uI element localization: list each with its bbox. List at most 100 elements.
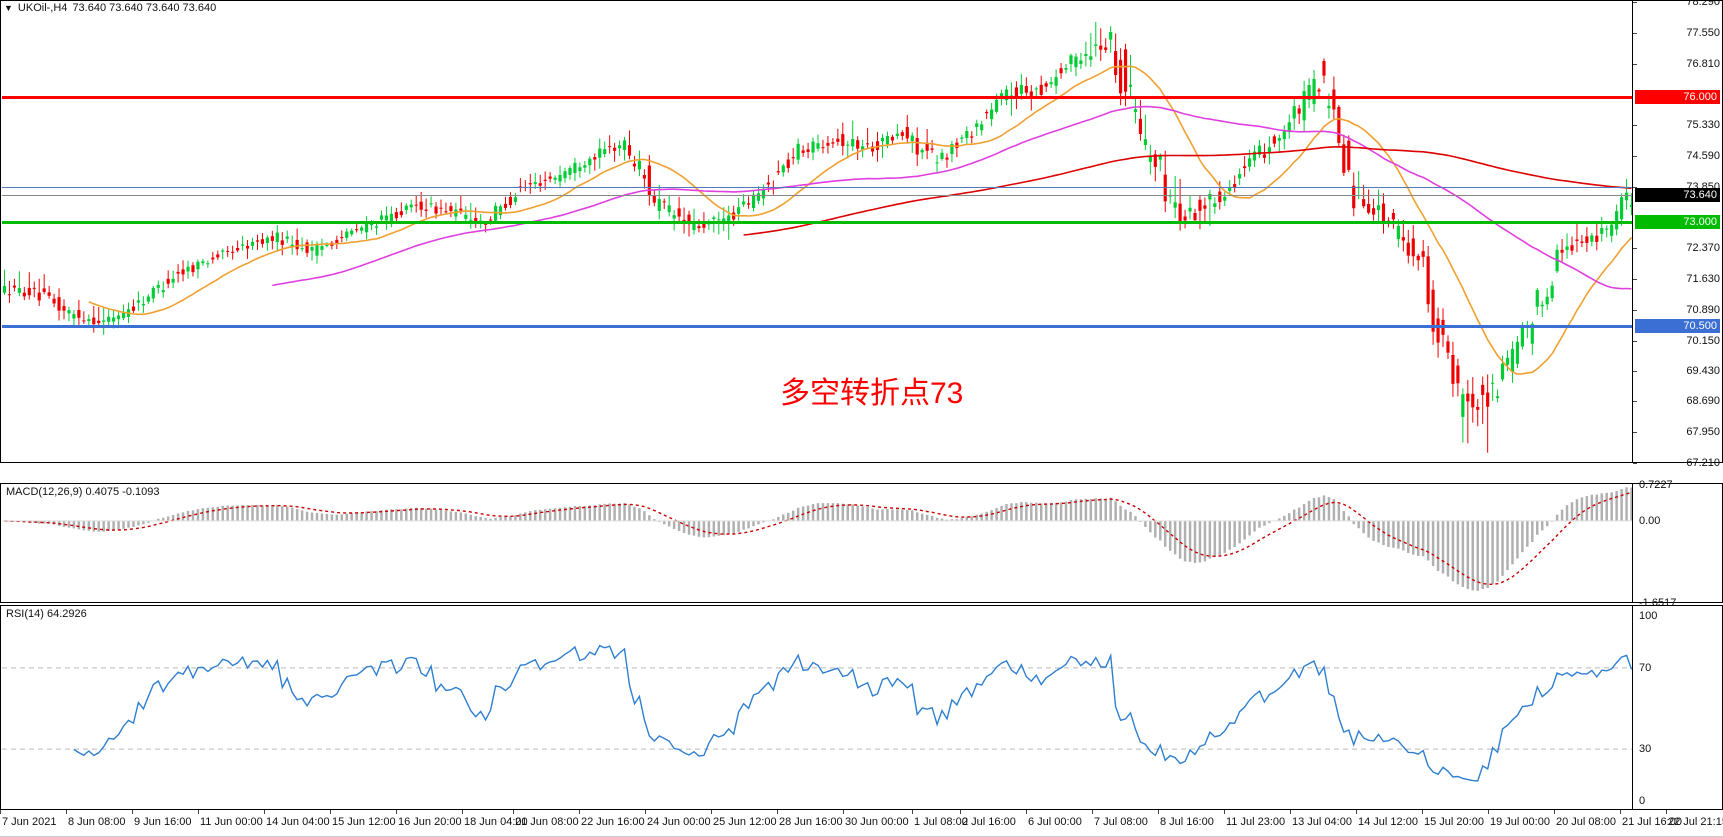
time-axis-tick [513,810,514,814]
price-level-label-last-price[interactable]: 73.640 [1635,188,1720,203]
chart-annotation-text[interactable]: 多空转折点73 [780,377,964,410]
price-level-label-resistance[interactable]: 76.000 [1635,90,1720,105]
time-axis-tick [1092,810,1093,814]
level-line-support[interactable] [2,325,1632,329]
price-axis-tick: 77.550 [1686,26,1720,39]
macd-graph [2,487,1632,591]
level-line-last-price[interactable] [2,195,1632,197]
macd-axis-tick: 0.00 [1639,514,1661,527]
price-level-label-pivot[interactable]: 73.000 [1635,215,1720,230]
time-axis-tick [960,810,961,814]
time-axis-tick [1620,810,1621,814]
price-axis-tick: 68.690 [1686,395,1720,408]
price-axis-tick: 69.430 [1686,364,1720,377]
price-pane[interactable]: 78.290 77.550 76.810 75.330 74.590 73.850 72.3… [0,0,1723,469]
chevron-down-icon[interactable]: ▼ [4,2,13,13]
macd-axis-tick: 0.7227 [1639,479,1673,491]
time-axis-label: 25 Jun 12:00 [713,816,777,828]
macd-plot-area[interactable] [2,485,1632,601]
time-axis-label: 14 Jun 04:00 [266,816,330,828]
time-axis-label: 24 Jun 00:00 [647,816,711,828]
macd-label: MACD(12,26,9) 0.4075 -0.1093 [6,486,160,498]
time-axis-tick [0,810,1,814]
axis-tick-mark [1633,463,1637,464]
time-axis-tick [198,810,199,814]
time-axis-tick [66,810,67,814]
time-axis-tick [1290,810,1291,814]
time-axis-label: 7 Jul 08:00 [1094,816,1148,828]
price-axis-tick: 71.630 [1686,273,1720,286]
axis-tick-mark [1633,2,1637,3]
rsi-label: RSI(14) 64.2926 [6,608,87,620]
rsi-axis-tick: 70 [1639,661,1652,674]
level-line-pivot[interactable] [2,221,1632,225]
time-axis-label: 18 Jun 04:00 [464,816,528,828]
time-axis-tick [843,810,844,814]
time-axis-label: 21 Jul 16:00 [1622,816,1682,828]
time-axis-label: 2 Jul 16:00 [962,816,1016,828]
price-axis-tick: 74.590 [1686,149,1720,162]
rsi-plot-area[interactable] [2,607,1632,808]
price-axis-tick: 75.330 [1686,119,1720,132]
time-axis-label: 22 Jun 16:00 [581,816,645,828]
rsi-pane[interactable]: 100 70 30 0 RSI(14) 64.2926 [0,605,1723,810]
time-axis-label: 13 Jul 04:00 [1292,816,1352,828]
time-axis-label: 11 Jul 23:00 [1226,816,1286,828]
time-axis-label: 15 Jun 12:00 [332,816,396,828]
axis-tick-mark [1633,125,1637,127]
axis-tick-mark [1633,340,1637,342]
price-candles [2,21,1632,453]
time-axis-tick [1356,810,1357,814]
time-axis-tick [1554,810,1555,814]
price-axis-tick: 67.210 [1686,457,1720,469]
time-axis-label: 30 Jun 00:00 [845,816,909,828]
time-axis-tick [330,810,331,814]
rsi-axis-tick: 100 [1639,610,1658,622]
time-axis-tick [132,810,133,814]
axis-tick-mark [1633,432,1637,434]
ohlc-values: 73.640 73.640 73.640 73.640 [72,2,217,14]
time-axis-label: 28 Jun 16:00 [779,816,843,828]
macd-pane[interactable]: 0.7227 0.00 -1.6517 MACD(12,26,9) 0.4075 -… [0,479,1723,609]
axis-tick-mark [1633,63,1637,65]
time-axis-label: 7 Jun 2021 [2,816,57,828]
axis-tick-mark [1633,370,1637,372]
time-axis-tick [579,810,580,814]
price-axis-tick: 72.370 [1686,242,1720,255]
time-axis-label: 1 Jul 08:00 [914,816,968,828]
time-axis-tick [1488,810,1489,814]
time-axis-label: 8 Jun 08:00 [68,816,126,828]
time-axis-tick [264,810,265,814]
axis-tick-mark [1633,309,1637,311]
symbol-header: ▼ UKOil-,H4 73.640 73.640 73.640 73.640 [4,2,216,14]
axis-tick-mark [1633,248,1637,250]
price-axis[interactable]: 78.290 77.550 76.810 75.330 74.590 73.850 72.3… [1632,0,1722,469]
level-line-secondary[interactable] [2,186,1632,188]
time-axis-tick [777,810,778,814]
time-axis-tick [1158,810,1159,814]
time-axis-label: 11 Jun 00:00 [200,816,263,828]
time-axis-label: 6 Jul 00:00 [1028,816,1082,828]
time-axis-label: 9 Jun 16:00 [134,816,192,828]
price-axis-tick: 70.890 [1686,303,1720,316]
time-axis-label: 8 Jul 16:00 [1160,816,1214,828]
time-axis-tick [1666,810,1667,814]
price-plot-area[interactable] [2,2,1632,461]
rsi-axis-tick: 30 [1639,743,1652,756]
price-axis-tick: 67.950 [1686,426,1720,439]
time-axis[interactable]: 7 Jun 2021 8 Jun 08:00 9 Jun 16:00 11 Jun 0… [0,810,1723,837]
time-axis-tick [1026,810,1027,814]
macd-axis: 0.7227 0.00 -1.6517 [1632,479,1722,609]
time-axis-label: 20 Jul 08:00 [1556,816,1616,828]
rsi-axis-tick: 0 [1639,795,1646,807]
price-axis-tick: 70.150 [1686,334,1720,347]
level-line-resistance[interactable] [2,96,1632,100]
time-axis-tick [396,810,397,814]
axis-tick-mark [1633,279,1637,281]
price-axis-tick: 76.810 [1686,57,1720,70]
price-level-label-support[interactable]: 70.500 [1635,319,1720,334]
time-axis-tick [1422,810,1423,814]
price-axis-tick: 78.290 [1686,0,1720,8]
axis-tick-mark [1633,401,1637,403]
